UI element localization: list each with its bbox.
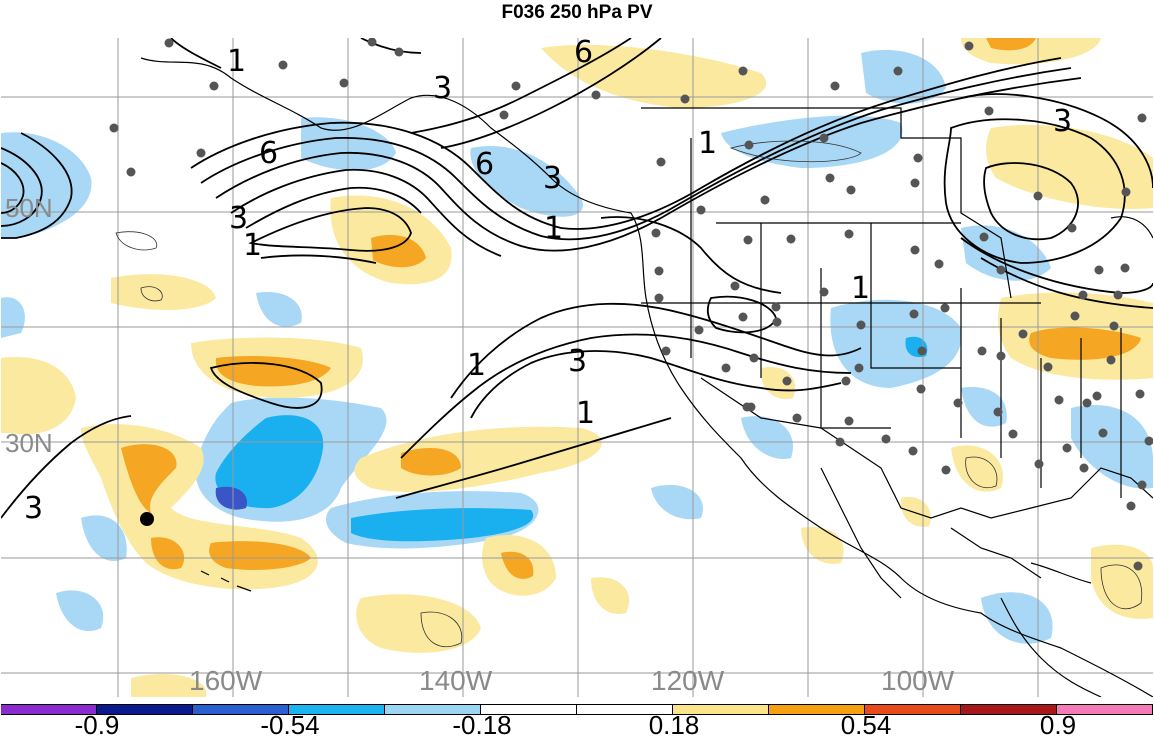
colorbar-segment bbox=[481, 705, 577, 714]
colorbar-segment bbox=[961, 705, 1057, 714]
latitude-label-50n: 50N bbox=[5, 193, 53, 223]
colorbar bbox=[1, 704, 1153, 715]
colorbar-label: -0.18 bbox=[452, 710, 512, 740]
longitude-label-120w: 120W bbox=[651, 665, 725, 696]
colorbar-segment bbox=[385, 705, 481, 714]
contour-label: 3 bbox=[543, 161, 562, 196]
longitude-label-160w: 160W bbox=[189, 665, 263, 696]
colorbar-segment bbox=[193, 705, 289, 714]
longitude-label-140w: 140W bbox=[419, 665, 493, 696]
station-markers bbox=[109, 38, 1153, 571]
colorbar-label: 0.18 bbox=[648, 710, 700, 740]
pv-anomaly-map: 1 3 6 6 3 3 6 3 1 1 1 3 1 1 1 3 6 bbox=[1, 38, 1153, 697]
colorbar-segment bbox=[673, 705, 769, 714]
positive-anomaly-core bbox=[121, 38, 1141, 579]
contour-label: 3 bbox=[1053, 104, 1072, 139]
map-title: F036 250 hPa PV bbox=[501, 2, 653, 23]
contour-label: 1 bbox=[576, 396, 595, 431]
contour-label: 1 bbox=[851, 271, 870, 306]
contour-label: 1 bbox=[227, 44, 246, 79]
colorbar-segment bbox=[577, 705, 673, 714]
map-area: 1 3 6 6 3 3 6 3 1 1 1 3 1 1 1 3 6 50N 30… bbox=[1, 38, 1153, 697]
contour-label: 6 bbox=[574, 38, 593, 70]
contour-label: 6 bbox=[475, 147, 494, 182]
contour-label: 6 bbox=[259, 136, 278, 171]
colorbar-label: -0.54 bbox=[260, 710, 320, 740]
contour-label: 1 bbox=[698, 126, 717, 161]
colorbar-segment bbox=[289, 705, 385, 714]
contour-label: 1 bbox=[243, 228, 262, 263]
contour-label: 1 bbox=[467, 348, 486, 383]
contour-label: 3 bbox=[568, 344, 587, 379]
pv-contours bbox=[1, 38, 1153, 519]
colorbar-label: -0.9 bbox=[74, 710, 120, 740]
negative-anomaly-core bbox=[215, 336, 928, 542]
longitude-label-100w: 100W bbox=[881, 665, 955, 696]
highlight-marker bbox=[140, 512, 154, 526]
anomaly-outlines bbox=[115, 140, 1143, 648]
colorbar-segment bbox=[865, 705, 961, 714]
contour-label: 3 bbox=[24, 491, 43, 526]
colorbar-segment bbox=[97, 705, 193, 714]
contour-label: 1 bbox=[544, 211, 563, 246]
contour-labels: 1 3 6 6 3 3 6 3 1 1 1 3 1 1 1 3 6 bbox=[24, 38, 1072, 526]
colorbar-label: 0.54 bbox=[840, 710, 892, 740]
colorbar-segment bbox=[1, 705, 97, 714]
contour-label: 3 bbox=[433, 71, 452, 106]
colorbar-labels: -0.9 -0.54 -0.18 0.18 0.54 0.9 bbox=[0, 712, 1154, 739]
colorbar-segment bbox=[1057, 705, 1153, 714]
colorbar-label: 0.9 bbox=[1039, 710, 1077, 740]
graticule bbox=[1, 38, 1153, 697]
latitude-label-30n: 30N bbox=[5, 428, 53, 458]
contour-label: 3 bbox=[229, 201, 248, 236]
coastlines-and-borders bbox=[140, 57, 1153, 697]
colorbar-segment bbox=[769, 705, 865, 714]
